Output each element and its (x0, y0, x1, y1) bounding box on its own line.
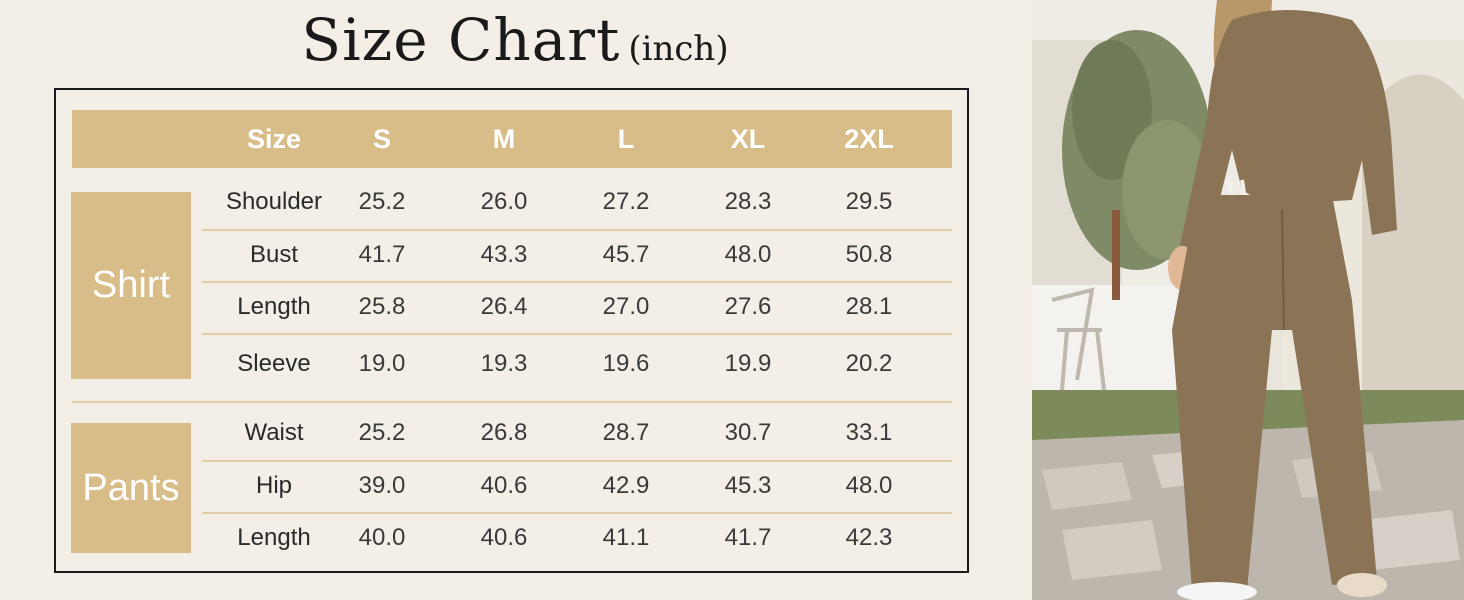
pants-cell: 28.7 (602, 419, 650, 446)
section-divider (72, 401, 952, 403)
shirt-cell: 41.7 (358, 241, 406, 268)
row-divider (202, 460, 952, 462)
pants-group-label: Pants (71, 423, 191, 553)
shirt-cell: 20.2 (845, 350, 893, 377)
row-divider (202, 281, 952, 283)
pants-cell: 41.1 (602, 524, 650, 551)
row-divider (202, 333, 952, 335)
shirt-cell: 19.6 (602, 350, 650, 377)
shirt-cell: 28.3 (724, 188, 772, 215)
shirt-cell: 27.6 (724, 293, 772, 320)
header-size-xl: XL (730, 124, 766, 154)
pants-cell: 41.7 (724, 524, 772, 551)
shirt-cell: 28.1 (845, 293, 893, 320)
shirt-cell: 50.8 (845, 241, 893, 268)
header-size-m: M (492, 124, 516, 154)
row-divider (202, 512, 952, 514)
title-main: Size Chart (301, 6, 621, 74)
shirt-row-label: Shoulder (225, 188, 323, 215)
header-size-2xl: 2XL (844, 124, 894, 154)
shirt-cell: 19.9 (724, 350, 772, 377)
header-size-l: L (617, 124, 635, 154)
model-photo (1032, 0, 1464, 600)
shirt-cell: 25.2 (358, 188, 406, 215)
shirt-cell: 26.0 (480, 188, 528, 215)
shirt-group-label: Shirt (71, 192, 191, 379)
pants-cell: 39.0 (358, 472, 406, 499)
header-size-label: Size (246, 124, 302, 154)
title-unit: (inch) (628, 29, 729, 69)
shirt-cell: 29.5 (845, 188, 893, 215)
size-chart-title: Size Chart (inch) (0, 6, 1030, 74)
pants-row-label: Waist (244, 419, 304, 446)
shirt-cell: 43.3 (480, 241, 528, 268)
shirt-cell: 25.8 (358, 293, 406, 320)
row-divider (202, 229, 952, 231)
shirt-row-label: Sleeve (237, 350, 311, 377)
shirt-cell: 45.7 (602, 241, 650, 268)
pants-cell: 45.3 (724, 472, 772, 499)
shirt-cell: 27.2 (602, 188, 650, 215)
pants-cell: 33.1 (845, 419, 893, 446)
size-table-frame (54, 88, 969, 573)
table-header-band (72, 110, 952, 168)
pants-row-label: Length (237, 524, 311, 551)
shirt-cell: 26.4 (480, 293, 528, 320)
pants-cell: 40.6 (480, 472, 528, 499)
pants-cell: 48.0 (845, 472, 893, 499)
pants-cell: 25.2 (358, 419, 406, 446)
shirt-cell: 19.3 (480, 350, 528, 377)
shirt-row-label: Length (237, 293, 311, 320)
header-size-s: S (372, 124, 391, 154)
pants-cell: 30.7 (724, 419, 772, 446)
pants-cell: 42.3 (845, 524, 893, 551)
pants-cell: 42.9 (602, 472, 650, 499)
pants-cell: 26.8 (480, 419, 528, 446)
shirt-cell: 27.0 (602, 293, 650, 320)
shirt-cell: 48.0 (724, 241, 772, 268)
shirt-row-label: Bust (249, 241, 299, 268)
pants-row-label: Hip (255, 472, 292, 499)
pants-cell: 40.6 (480, 524, 528, 551)
pants-cell: 40.0 (358, 524, 406, 551)
shirt-cell: 19.0 (358, 350, 406, 377)
